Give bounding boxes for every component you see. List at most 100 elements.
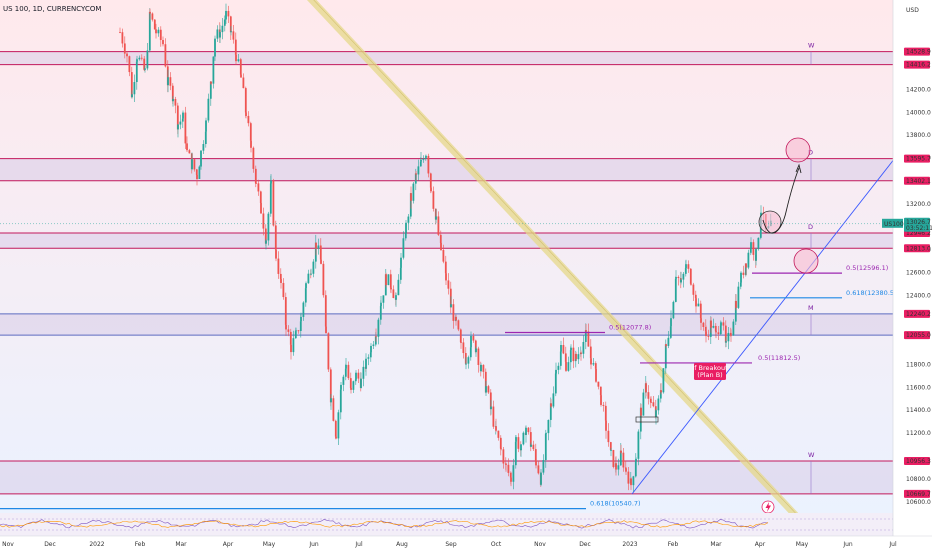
candle-body — [435, 216, 437, 220]
time-tick-label: Feb — [668, 541, 679, 548]
candle-body — [549, 403, 552, 420]
candle-body — [282, 282, 285, 298]
candle-body — [665, 344, 667, 346]
candle-body — [560, 345, 562, 352]
candle-body — [324, 295, 327, 327]
candle-body — [332, 398, 335, 421]
time-tick-label: Dec — [579, 541, 591, 548]
candle-body — [720, 322, 722, 326]
candle-body — [632, 476, 635, 486]
time-tick-label: Oct — [491, 541, 502, 548]
level-tag-label: 13402.1 — [906, 178, 931, 185]
zones-layer: W D D M W — [0, 42, 893, 495]
candle-body — [162, 39, 164, 45]
candle-body — [164, 44, 167, 67]
candle-body — [320, 259, 322, 264]
price-tick-label: 13200.0 — [906, 201, 931, 208]
candle-body — [216, 29, 219, 39]
consolidation-box — [635, 416, 659, 423]
candle-body — [179, 121, 182, 125]
candle-body — [265, 240, 267, 244]
level-tag-label: 14416.2 — [906, 62, 931, 69]
candle-body — [138, 57, 141, 60]
candle-body — [535, 460, 537, 466]
lightning-icon — [761, 500, 775, 514]
fib-label: 0.5(12077.8) — [609, 324, 651, 332]
candle-body — [182, 112, 184, 119]
oscillator-line — [0, 519, 769, 529]
candle-body — [455, 316, 457, 321]
candle-body — [289, 331, 292, 345]
candle-body — [312, 261, 315, 274]
fib-circle — [793, 248, 819, 274]
candle-body — [487, 386, 490, 393]
price-tick-label: 13800.0 — [906, 132, 931, 139]
candle-body — [177, 124, 179, 130]
candle-body — [405, 222, 407, 233]
candle-body — [675, 276, 677, 279]
candle-body — [722, 322, 725, 326]
breakout-label: If Breakout(Plan B) — [692, 363, 728, 380]
candle-body — [143, 58, 146, 70]
candle-body — [515, 437, 517, 442]
candle-body — [345, 364, 347, 369]
candle-body — [615, 463, 617, 470]
candle-body — [270, 180, 272, 184]
time-tick-label: 2023 — [622, 541, 637, 548]
candle-body — [140, 57, 143, 59]
chart-title[interactable]: US 100, 1D, CURRENCYCOM — [3, 5, 101, 13]
candle-body — [130, 72, 133, 98]
candle-body — [121, 32, 124, 44]
candle-body — [697, 303, 700, 307]
candle-body — [247, 115, 250, 124]
level-tag-box — [904, 47, 930, 56]
oscillator-signal-line — [0, 520, 769, 528]
breakout-label-line: If Breakout — [692, 364, 728, 372]
candle-body — [502, 449, 505, 464]
candle-body — [755, 249, 757, 261]
candle-body — [480, 364, 482, 372]
candle-body — [634, 460, 637, 477]
candle-body — [196, 175, 198, 180]
candle-body — [354, 379, 357, 382]
price-tick-label: 11800.0 — [906, 361, 931, 368]
candle-body — [710, 320, 712, 328]
candle-body — [570, 347, 572, 351]
candle-body — [427, 155, 430, 174]
candle-body — [287, 329, 290, 332]
candle-body — [705, 331, 707, 336]
candle-body — [609, 442, 612, 451]
candle-body — [290, 344, 292, 353]
candle-body — [119, 32, 121, 33]
candle-body — [155, 29, 157, 34]
breakout-label-box — [694, 363, 726, 380]
time-axis[interactable]: Nov Dec 2022 Feb Mar Apr May Jun Jul Aug Sep Oct Nov… — [0, 535, 932, 550]
candle-body — [750, 242, 752, 249]
descending-trendline-edge — [313, 0, 803, 521]
candle-body — [672, 301, 675, 319]
candle-body — [559, 351, 562, 366]
candle-body — [133, 82, 136, 95]
price-tick-label: 14200.0 — [906, 86, 931, 93]
candle-body — [622, 452, 625, 468]
candle-body — [742, 272, 745, 275]
candle-body — [304, 288, 307, 303]
price-tick-label: 12600.0 — [906, 270, 931, 277]
candle-body — [370, 345, 372, 353]
candle-body — [225, 10, 227, 20]
candle-body — [297, 330, 300, 332]
candle-body — [432, 191, 435, 209]
candle-body — [462, 342, 465, 354]
candle-body — [715, 331, 717, 333]
zone-tag: M — [808, 304, 814, 312]
time-tick-label: 2022 — [89, 541, 104, 548]
price-tick-label: 11400.0 — [906, 407, 931, 414]
candle-body — [422, 158, 425, 160]
candle-body — [440, 242, 442, 251]
candle-body — [707, 335, 710, 337]
annotations-layer: 0.5(12596.1) 0.618(12380.5) 0.5(12077.8) 0.… — [0, 137, 897, 514]
candle-body — [151, 13, 154, 20]
candle-body — [719, 325, 722, 335]
